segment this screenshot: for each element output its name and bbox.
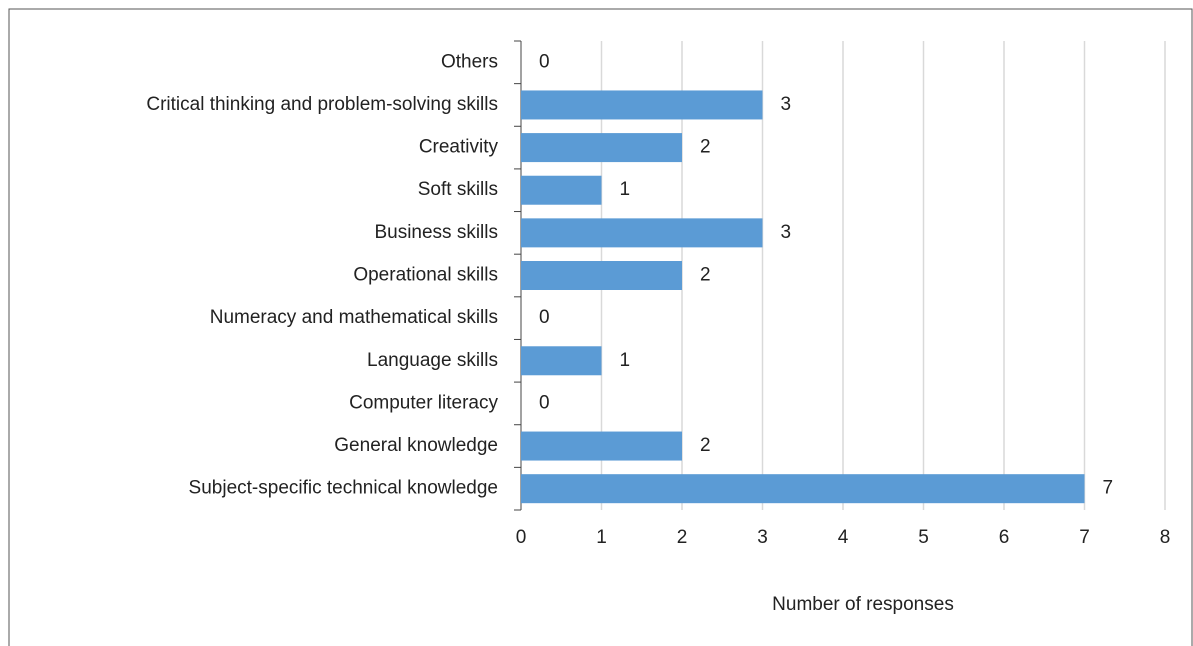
- y-tick-label: Business skills: [374, 222, 498, 243]
- value-label: 3: [781, 94, 792, 115]
- x-tick-label: 0: [516, 527, 527, 548]
- y-tick-label: Operational skills: [353, 265, 498, 286]
- x-axis-label: Number of responses: [772, 594, 954, 615]
- bar: [521, 431, 682, 461]
- bar: [521, 175, 602, 205]
- x-tick-label: 7: [1079, 527, 1090, 548]
- bar: [521, 218, 763, 248]
- x-tick-label: 3: [757, 527, 768, 548]
- value-label: 2: [700, 137, 711, 158]
- value-label: 0: [539, 51, 550, 72]
- bar: [521, 261, 682, 290]
- y-tick-label: General knowledge: [334, 435, 498, 456]
- value-label: 2: [700, 435, 711, 456]
- x-tick-label: 2: [677, 527, 688, 548]
- y-tick-label: Soft skills: [418, 179, 498, 200]
- x-tick-label: 5: [918, 527, 929, 548]
- value-label: 1: [620, 179, 631, 200]
- y-tick-label: Others: [441, 51, 498, 72]
- bar: [521, 133, 682, 163]
- x-tick-label: 6: [999, 527, 1010, 548]
- value-label: 1: [620, 350, 631, 371]
- y-tick-label: Numeracy and mathematical skills: [210, 307, 498, 328]
- bar: [521, 474, 1085, 504]
- bar: [521, 346, 602, 376]
- x-tick-label: 8: [1160, 527, 1171, 548]
- y-tick-label: Critical thinking and problem-solving sk…: [146, 94, 498, 115]
- bar: [521, 90, 763, 120]
- x-tick-label: 1: [596, 527, 607, 548]
- y-tick-label: Subject-specific technical knowledge: [189, 478, 498, 499]
- value-label: 0: [539, 392, 550, 413]
- value-label: 0: [539, 307, 550, 328]
- value-label: 7: [1103, 478, 1114, 499]
- x-tick-label: 4: [838, 527, 849, 548]
- y-tick-label: Creativity: [419, 137, 499, 158]
- value-label: 3: [781, 222, 792, 243]
- value-label: 2: [700, 265, 711, 286]
- y-tick-label: Computer literacy: [349, 392, 498, 413]
- y-tick-label: Language skills: [367, 350, 498, 371]
- frame: [8, 8, 1193, 646]
